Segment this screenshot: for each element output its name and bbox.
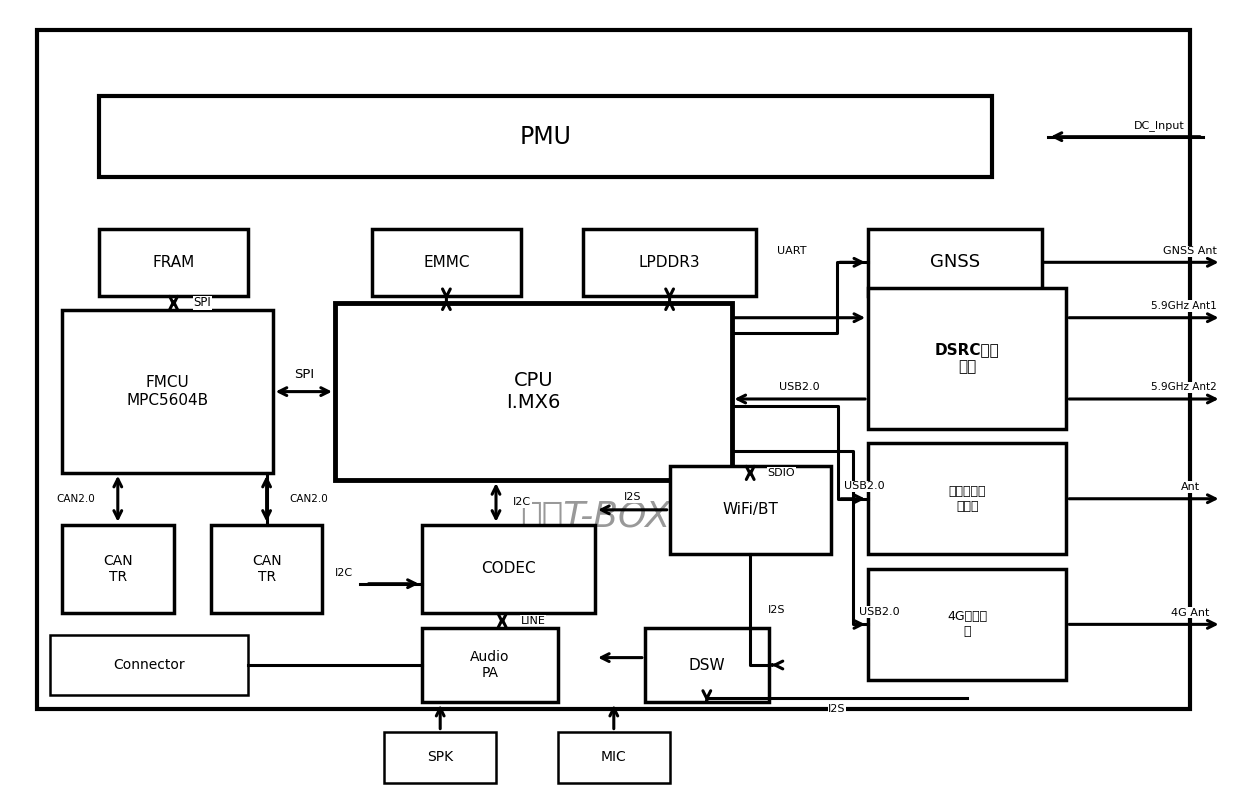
Text: GNSS: GNSS bbox=[930, 253, 980, 271]
Text: USB2.0: USB2.0 bbox=[844, 481, 885, 492]
Text: CAN
TR: CAN TR bbox=[103, 554, 133, 584]
Text: FRAM: FRAM bbox=[153, 255, 195, 270]
Text: I2C: I2C bbox=[335, 568, 353, 578]
Text: FMCU
MPC5604B: FMCU MPC5604B bbox=[126, 375, 208, 408]
Text: Audio
PA: Audio PA bbox=[470, 650, 510, 680]
Text: SPK: SPK bbox=[427, 750, 454, 764]
Text: 车载T-BOX: 车载T-BOX bbox=[520, 500, 671, 534]
Text: DC_Input: DC_Input bbox=[1135, 120, 1184, 131]
FancyBboxPatch shape bbox=[422, 524, 595, 614]
FancyBboxPatch shape bbox=[670, 465, 831, 554]
Text: SPI: SPI bbox=[294, 368, 314, 381]
Text: PMU: PMU bbox=[520, 124, 572, 148]
Text: CPU
I.MX6: CPU I.MX6 bbox=[506, 371, 560, 412]
Text: SDIO: SDIO bbox=[768, 468, 795, 478]
FancyBboxPatch shape bbox=[211, 524, 322, 614]
FancyBboxPatch shape bbox=[868, 229, 1042, 295]
Text: CAN2.0: CAN2.0 bbox=[57, 494, 95, 504]
Text: GNSS Ant: GNSS Ant bbox=[1163, 247, 1218, 256]
FancyBboxPatch shape bbox=[645, 628, 769, 702]
Text: I2S: I2S bbox=[828, 704, 846, 714]
Text: Ant: Ant bbox=[1180, 482, 1200, 492]
Text: LPDDR3: LPDDR3 bbox=[639, 255, 701, 270]
Text: DSRC通信
模块: DSRC通信 模块 bbox=[935, 342, 999, 374]
FancyBboxPatch shape bbox=[99, 96, 992, 177]
Text: 5.9GHz Ant2: 5.9GHz Ant2 bbox=[1151, 382, 1218, 393]
Text: Connector: Connector bbox=[113, 658, 185, 672]
FancyBboxPatch shape bbox=[372, 229, 521, 295]
Text: SPI: SPI bbox=[193, 296, 211, 310]
Text: LINE: LINE bbox=[521, 616, 546, 626]
Text: CAN2.0: CAN2.0 bbox=[289, 494, 327, 504]
FancyBboxPatch shape bbox=[50, 635, 248, 694]
FancyBboxPatch shape bbox=[558, 732, 670, 783]
Text: WiFi/BT: WiFi/BT bbox=[722, 502, 779, 517]
Text: CAN
TR: CAN TR bbox=[252, 554, 281, 584]
Text: 5.9GHz Ant1: 5.9GHz Ant1 bbox=[1151, 301, 1218, 311]
Text: MIC: MIC bbox=[601, 750, 626, 764]
Text: 4G通信模
块: 4G通信模 块 bbox=[947, 610, 987, 638]
FancyBboxPatch shape bbox=[384, 732, 496, 783]
Text: DSW: DSW bbox=[688, 658, 725, 673]
Text: I2S: I2S bbox=[624, 492, 641, 503]
FancyBboxPatch shape bbox=[99, 229, 248, 295]
FancyBboxPatch shape bbox=[62, 524, 174, 614]
Text: UART: UART bbox=[776, 247, 806, 256]
FancyBboxPatch shape bbox=[868, 288, 1066, 429]
Text: USB2.0: USB2.0 bbox=[780, 381, 820, 392]
FancyBboxPatch shape bbox=[583, 229, 756, 295]
Text: USB2.0: USB2.0 bbox=[859, 607, 900, 617]
FancyBboxPatch shape bbox=[868, 569, 1066, 680]
FancyBboxPatch shape bbox=[335, 303, 732, 480]
FancyBboxPatch shape bbox=[37, 30, 1190, 709]
Text: I2C: I2C bbox=[513, 497, 532, 508]
Text: 低空卫星通
信模块: 低空卫星通 信模块 bbox=[949, 484, 986, 513]
Text: 4G Ant: 4G Ant bbox=[1172, 608, 1209, 618]
FancyBboxPatch shape bbox=[422, 628, 558, 702]
Text: CODEC: CODEC bbox=[481, 562, 536, 576]
Text: I2S: I2S bbox=[768, 605, 785, 614]
FancyBboxPatch shape bbox=[62, 310, 273, 473]
Text: EMMC: EMMC bbox=[423, 255, 470, 270]
FancyBboxPatch shape bbox=[868, 444, 1066, 554]
